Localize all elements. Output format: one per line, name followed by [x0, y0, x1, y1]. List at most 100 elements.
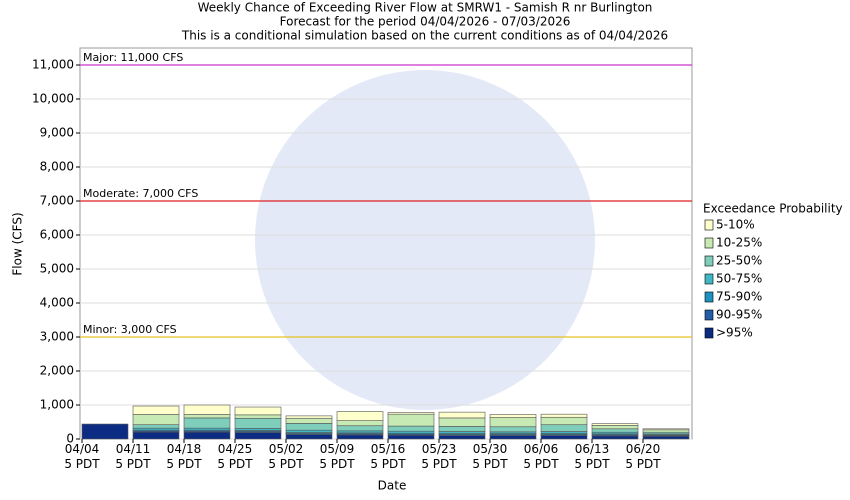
- x-tick-label: 06/13 5 PDT: [574, 442, 610, 471]
- y-tick-label: 9,000: [40, 126, 74, 140]
- bar-segment: [81, 423, 129, 440]
- bar-segment: [642, 429, 690, 433]
- bar-segment: [285, 415, 333, 419]
- bar-segment: [387, 434, 435, 440]
- legend-label: 90-95%: [716, 308, 762, 322]
- y-tick-label: 5,000: [40, 262, 74, 276]
- bar-segment: [387, 425, 435, 432]
- legend-swatch: [704, 309, 714, 321]
- legend-swatch: [704, 273, 714, 285]
- bar-segment: [183, 414, 231, 419]
- y-tick-label: 7,000: [40, 194, 74, 208]
- bar-segment: [132, 427, 180, 431]
- bar-segment: [132, 414, 180, 426]
- y-tick-label: 2,000: [40, 364, 74, 378]
- bar-segment: [489, 417, 537, 428]
- bar-segment: [438, 431, 486, 434]
- threshold-label: Minor: 3,000 CFS: [83, 323, 177, 336]
- bar-segment: [132, 424, 180, 429]
- y-tick-label: 4,000: [40, 296, 74, 310]
- bar-segment: [540, 431, 588, 434]
- legend-label: 50-75%: [716, 272, 762, 286]
- bar-segment: [336, 430, 384, 434]
- bar-segment: [285, 423, 333, 431]
- bar-segment: [183, 427, 231, 431]
- bar-segment: [642, 435, 690, 440]
- bar-segment: [591, 423, 639, 426]
- bar-segment: [183, 431, 231, 440]
- legend-label: 25-50%: [716, 254, 762, 268]
- legend-label: 5-10%: [716, 218, 755, 232]
- bar-segment: [438, 426, 486, 432]
- y-axis-label: Flow (CFS): [11, 212, 25, 275]
- x-tick-label: 05/16 5 PDT: [370, 442, 406, 471]
- bar-segment: [285, 429, 333, 433]
- x-tick-label: 05/09 5 PDT: [319, 442, 355, 471]
- x-tick-label: 04/04 5 PDT: [64, 442, 100, 471]
- legend-label: 75-90%: [716, 290, 762, 304]
- y-tick-label: 11,000: [32, 58, 74, 72]
- legend-swatch: [704, 291, 714, 303]
- bar-segment: [489, 435, 537, 440]
- legend-label: 10-25%: [716, 236, 762, 250]
- y-tick-label: 10,000: [32, 92, 74, 106]
- bar-segment: [591, 425, 639, 430]
- bar-segment: [642, 428, 690, 431]
- threshold-label: Major: 11,000 CFS: [83, 51, 183, 64]
- legend-swatch: [704, 237, 714, 249]
- bar-segment: [540, 413, 588, 418]
- bar-segment: [438, 435, 486, 440]
- y-tick-label: 6,000: [40, 228, 74, 242]
- x-tick-label: 06/20 5 PDT: [625, 442, 661, 471]
- y-tick-label: 1,000: [40, 398, 74, 412]
- bar-segment: [540, 424, 588, 432]
- bar-segment: [132, 405, 180, 415]
- bar-segment: [336, 434, 384, 440]
- bar-segment: [336, 411, 384, 421]
- watermark: [255, 70, 595, 410]
- bar-segment: [540, 416, 588, 426]
- x-tick-label: 05/30 5 PDT: [472, 442, 508, 471]
- legend-title: Exceedance Probability: [703, 202, 843, 216]
- x-tick-label: 04/11 5 PDT: [115, 442, 151, 471]
- legend-swatch: [704, 219, 714, 231]
- chart-subtitle: This is a conditional simulation based o…: [181, 29, 668, 43]
- legend-swatch: [704, 255, 714, 267]
- bar-segment: [387, 430, 435, 434]
- bar-segment: [234, 417, 282, 429]
- bar-segment: [132, 431, 180, 440]
- y-tick-label: 8,000: [40, 160, 74, 174]
- bar-segment: [591, 428, 639, 433]
- x-tick-label: 05/23 5 PDT: [421, 442, 457, 471]
- bar-segment: [387, 412, 435, 415]
- bar-segment: [183, 404, 231, 415]
- bar-segment: [234, 428, 282, 431]
- bar-segment: [489, 414, 537, 418]
- x-axis-label: Date: [378, 479, 407, 493]
- x-tick-label: 06/06 5 PDT: [523, 442, 559, 471]
- bar-segment: [183, 417, 231, 429]
- bar-segment: [336, 420, 384, 427]
- chart-subtitle: Forecast for the period 04/04/2026 - 07/…: [280, 15, 571, 29]
- y-tick-label: 0: [66, 432, 74, 446]
- bar-segment: [438, 417, 486, 427]
- bar-segment: [336, 425, 384, 432]
- x-tick-label: 04/18 5 PDT: [166, 442, 202, 471]
- legend-swatch: [704, 327, 714, 339]
- y-tick-label: 3,000: [40, 330, 74, 344]
- bar-segment: [234, 414, 282, 419]
- bar-segment: [234, 432, 282, 440]
- x-tick-label: 05/02 5 PDT: [268, 442, 304, 471]
- bar-segment: [591, 435, 639, 440]
- bar-segment: [285, 434, 333, 440]
- bar-segment: [234, 406, 282, 416]
- chart-title: Weekly Chance of Exceeding River Flow at…: [198, 1, 653, 15]
- x-tick-label: 04/25 5 PDT: [217, 442, 253, 471]
- bar-segment: [387, 413, 435, 427]
- bar-segment: [540, 435, 588, 440]
- legend-label: >95%: [716, 326, 753, 340]
- bar-segment: [438, 411, 486, 419]
- bar-segment: [285, 417, 333, 424]
